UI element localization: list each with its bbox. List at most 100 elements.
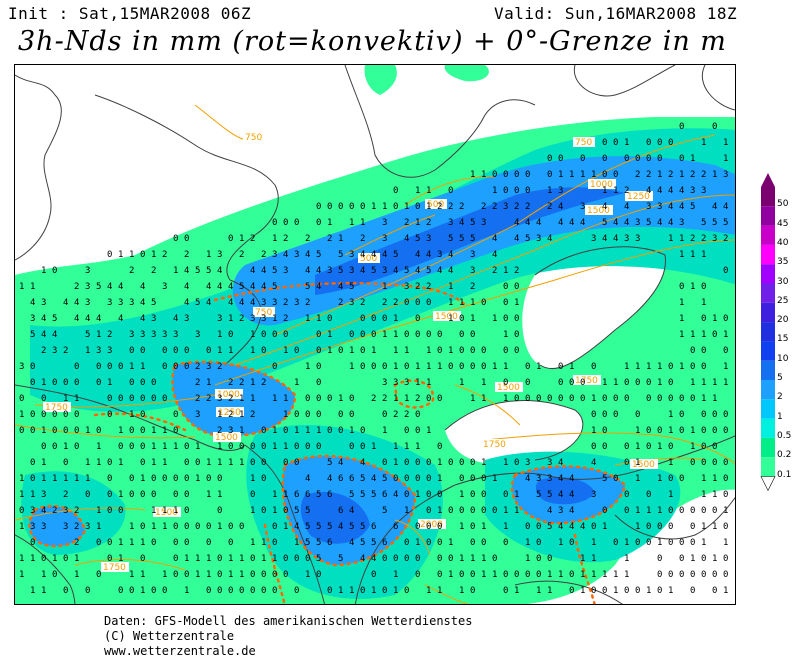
precip-value: 0	[723, 458, 728, 468]
precip-value: 4	[140, 314, 145, 324]
precip-value: 3	[679, 218, 684, 228]
precip-value: 1	[283, 394, 288, 404]
precip-value: 1	[503, 506, 508, 516]
precip-value: 4	[250, 282, 255, 292]
precip-value: 4	[360, 458, 365, 468]
precip-value: 0	[712, 122, 717, 132]
isoline-label: 1750	[575, 376, 598, 386]
precip-value: 3	[525, 458, 530, 468]
precip-value: 1	[217, 410, 222, 420]
precip-value: 4	[514, 234, 519, 244]
precip-value: 0	[437, 330, 442, 340]
precip-value: 1	[426, 362, 431, 372]
precip-value: 4	[294, 522, 299, 532]
precip-value: 0	[591, 362, 596, 372]
precip-value: 5	[712, 218, 717, 228]
legend-swatch	[761, 264, 775, 284]
precip-value: 0	[184, 442, 189, 452]
precip-value: 0	[228, 522, 233, 532]
precip-value: 5	[96, 282, 101, 292]
precip-value: 1	[701, 138, 706, 148]
precip-value: 0	[723, 266, 728, 276]
precip-value: 0	[184, 362, 189, 372]
precip-value: 0	[525, 362, 530, 372]
precip-value: 1	[679, 298, 684, 308]
precip-value: 1	[151, 250, 156, 260]
precip-value: 4	[74, 298, 79, 308]
precip-value: 0	[712, 586, 717, 596]
precip-value: 1	[712, 314, 717, 324]
precip-value: 1	[558, 570, 563, 580]
precip-value: 0	[569, 570, 574, 580]
precip-value: 1	[30, 282, 35, 292]
precip-value: 0	[316, 570, 321, 580]
precip-value: 1	[492, 474, 497, 484]
precip-value: 1	[294, 378, 299, 388]
precip-value: 1	[635, 362, 640, 372]
precip-value: 0	[679, 282, 684, 292]
precip-value: 5	[305, 506, 310, 516]
precip-value: 0	[261, 474, 266, 484]
precip-value: 0	[668, 474, 673, 484]
precip-value: 0	[646, 378, 651, 388]
precip-value: 1	[283, 442, 288, 452]
precip-value: 0	[701, 442, 706, 452]
precip-value: 0	[426, 506, 431, 516]
precip-value: 0	[624, 458, 629, 468]
precip-value: 1	[162, 458, 167, 468]
precip-value: 0	[657, 522, 662, 532]
precip-value: 0	[679, 410, 684, 420]
precip-value: 0	[327, 394, 332, 404]
precip-value: 4	[525, 474, 530, 484]
precip-value: 0	[470, 330, 475, 340]
precip-value: 4	[360, 266, 365, 276]
precip-value: 0	[195, 522, 200, 532]
precip-value: 1	[195, 474, 200, 484]
precip-value: 0	[514, 394, 519, 404]
precip-value: 1	[591, 570, 596, 580]
precip-value: 0	[195, 458, 200, 468]
precip-value: 4	[668, 218, 673, 228]
precip-value: 4	[415, 266, 420, 276]
precip-value: 1	[217, 490, 222, 500]
precip-value: 0	[283, 570, 288, 580]
precip-value: 2	[514, 202, 519, 212]
precip-value: 1	[492, 362, 497, 372]
precip-value: 0	[503, 282, 508, 292]
precip-value: 1	[272, 506, 277, 516]
precip-value: 0	[580, 154, 585, 164]
precip-value: 1	[426, 186, 431, 196]
precip-value: 4	[217, 266, 222, 276]
precip-value: 3	[96, 346, 101, 356]
precip-value: 1	[19, 474, 24, 484]
precip-value: 3	[261, 314, 266, 324]
precip-value: 0	[547, 394, 552, 404]
precip-value: 5	[316, 522, 321, 532]
precip-value: 0	[602, 410, 607, 420]
precip-value: 0	[30, 538, 35, 548]
precip-value: 4	[382, 250, 387, 260]
precip-value: 0	[96, 538, 101, 548]
precip-value: 0	[646, 442, 651, 452]
precip-value: 1	[30, 554, 35, 564]
precip-value: 1	[635, 458, 640, 468]
precip-value: 3	[129, 298, 134, 308]
precip-value: 0	[129, 442, 134, 452]
precip-value: 6	[382, 490, 387, 500]
precip-value: 4	[206, 282, 211, 292]
precip-value: 1	[151, 442, 156, 452]
precip-value: 0	[602, 506, 607, 516]
precip-value: 4	[657, 186, 662, 196]
precip-value: 0	[580, 378, 585, 388]
precip-value: 0	[140, 394, 145, 404]
precip-value: 3	[404, 378, 409, 388]
precip-value: 0	[668, 506, 673, 516]
precip-value: 5	[382, 506, 387, 516]
precip-value: 1	[679, 170, 684, 180]
precip-value: 1	[415, 538, 420, 548]
precip-value: 1	[646, 586, 651, 596]
precip-value: 1	[162, 522, 167, 532]
precip-value: 1	[470, 170, 475, 180]
precip-value: 0	[668, 378, 673, 388]
